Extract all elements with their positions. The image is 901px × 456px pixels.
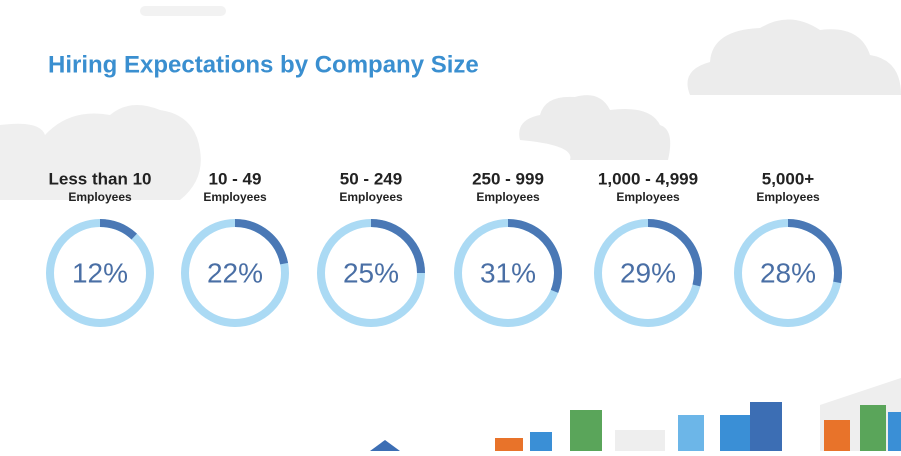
donut-arc	[647, 219, 702, 287]
category-label: 50 - 249	[340, 169, 402, 188]
category-sublabel: Employees	[756, 190, 820, 204]
background-clouds	[0, 6, 901, 200]
category-label: 1,000 - 4,999	[598, 169, 698, 188]
city-buildings	[370, 378, 901, 451]
category-sublabel: Employees	[616, 190, 680, 204]
donut-arc	[99, 219, 137, 240]
category-label: Less than 10	[49, 169, 152, 188]
donut-arc	[234, 219, 289, 265]
category-sublabel: Employees	[476, 190, 540, 204]
value-label: 28%	[760, 257, 816, 288]
category-sublabel: Employees	[203, 190, 267, 204]
donut-arc	[370, 219, 425, 274]
chart-title: Hiring Expectations by Company Size	[48, 51, 479, 78]
category-label: 10 - 49	[209, 169, 262, 188]
donut-arc	[787, 219, 842, 284]
value-label: 31%	[480, 257, 536, 288]
value-label: 29%	[620, 257, 676, 288]
category-sublabel: Employees	[339, 190, 403, 204]
value-label: 25%	[343, 257, 399, 288]
donut-arc	[507, 219, 562, 293]
value-label: 12%	[72, 257, 128, 288]
category-label: 250 - 999	[472, 169, 544, 188]
category-label: 5,000+	[762, 169, 815, 188]
category-sublabel: Employees	[68, 190, 132, 204]
donut-group: Less than 10 Employees 12% 10 - 49 Employees…	[46, 169, 842, 327]
value-label: 22%	[207, 257, 263, 288]
